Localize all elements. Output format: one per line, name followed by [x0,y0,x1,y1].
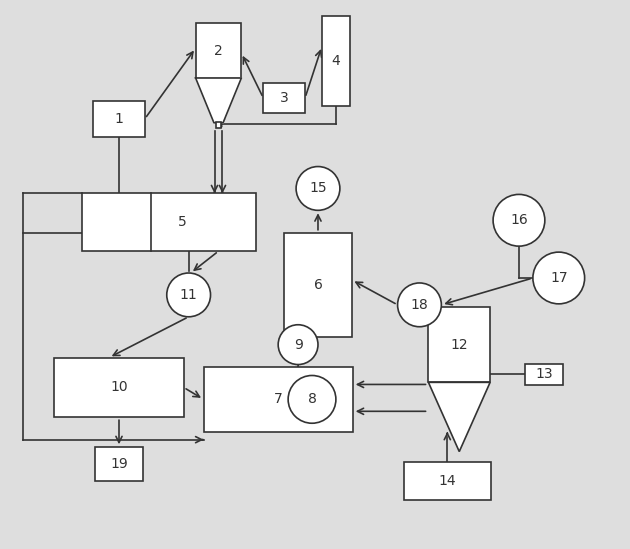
Bar [93,101,145,137]
Circle shape [167,273,210,317]
Text: 4: 4 [331,54,340,68]
Bar [95,447,143,481]
Circle shape [533,252,585,304]
Text: 9: 9 [294,338,302,352]
Text: 17: 17 [550,271,568,285]
Text: 2: 2 [214,43,223,58]
Bar [203,367,353,432]
Bar [82,193,256,251]
Polygon shape [428,382,490,452]
Circle shape [398,283,442,327]
Text: 14: 14 [438,474,456,488]
Circle shape [288,376,336,423]
Text: 18: 18 [411,298,428,312]
Text: 1: 1 [115,112,123,126]
Bar [525,363,563,385]
Text: 13: 13 [535,367,553,382]
Text: 12: 12 [450,338,468,352]
Circle shape [296,166,340,210]
Bar [404,462,491,500]
Text: 10: 10 [110,380,128,394]
Text: 16: 16 [510,213,528,227]
Text: 8: 8 [307,393,316,406]
Bar [263,83,305,113]
Bar [215,122,222,128]
Text: 5: 5 [178,215,187,229]
Bar [428,307,490,382]
Bar [54,357,184,417]
Text: 15: 15 [309,181,327,195]
Bar [322,16,350,106]
Text: 6: 6 [314,278,323,292]
Bar [284,233,352,337]
Text: 3: 3 [280,91,289,105]
Text: 19: 19 [110,457,128,471]
Text: 11: 11 [180,288,198,302]
Polygon shape [195,78,241,123]
Circle shape [493,194,545,246]
Text: 7: 7 [274,393,283,406]
Circle shape [278,325,318,365]
Bar [195,23,241,78]
